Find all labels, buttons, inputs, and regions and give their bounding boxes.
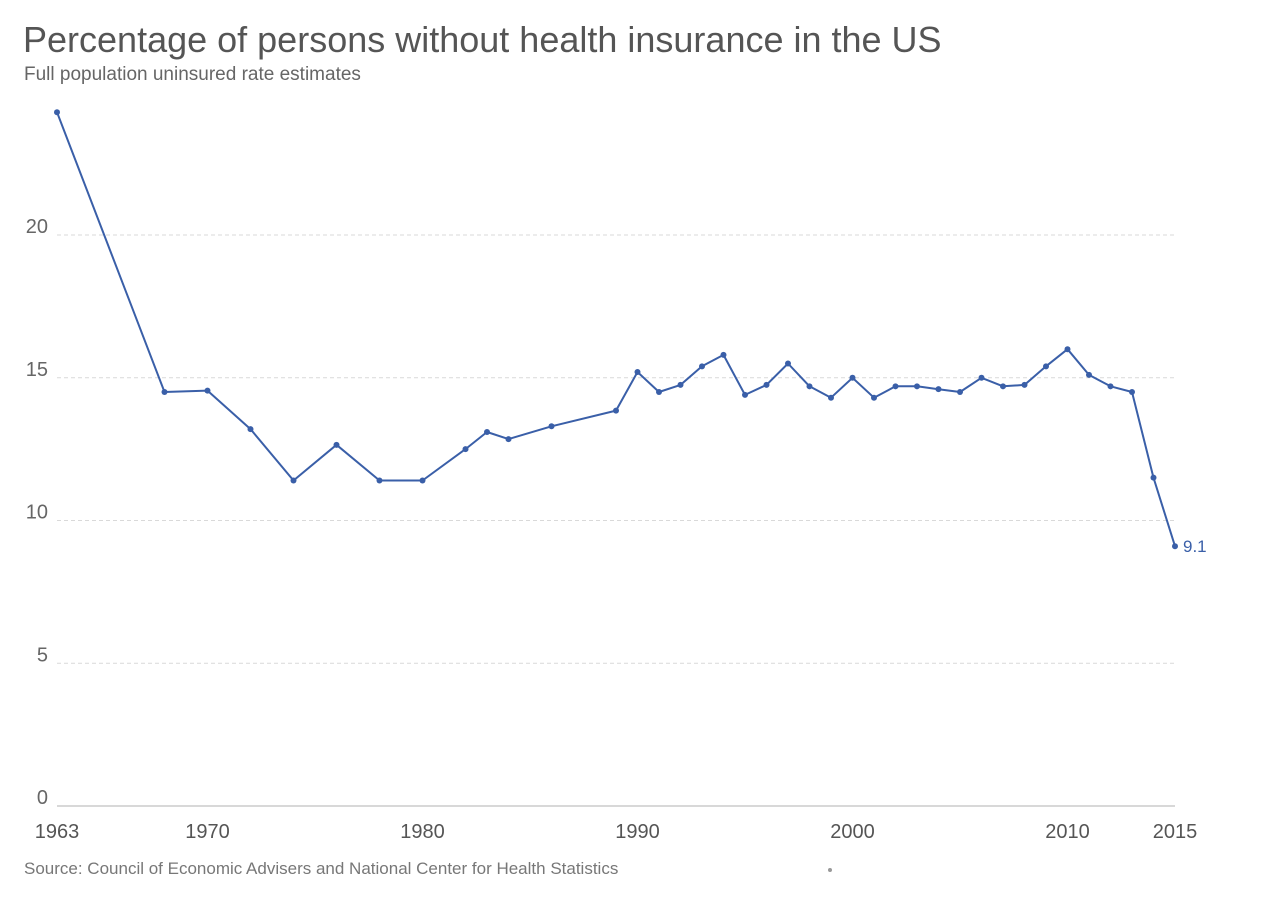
data-point-1982 [462, 446, 469, 453]
x-tick-label-1980: 1980 [400, 821, 445, 843]
y-tick-label-0: 0 [37, 787, 48, 809]
x-tick-label-2000: 2000 [830, 821, 875, 843]
data-point-2004 [935, 386, 942, 393]
data-point-2003 [914, 383, 920, 390]
data-point-1984 [505, 436, 512, 443]
x-tick-label-1963: 1963 [35, 821, 80, 843]
data-point-2005 [957, 389, 963, 396]
data-point-1996 [763, 381, 770, 388]
data-point-2002 [892, 383, 899, 390]
grid-lines [57, 234, 1175, 664]
x-tick-label-2010: 2010 [1045, 821, 1090, 843]
data-point-1963 [54, 109, 60, 116]
data-point-1968 [161, 389, 168, 396]
data-point-2012 [1107, 383, 1114, 390]
data-point-1986 [548, 423, 555, 430]
data-point-1991 [656, 389, 662, 396]
data-point-2007 [1000, 383, 1006, 390]
data-point-2015 [1172, 543, 1178, 550]
data-point-1997 [785, 360, 791, 367]
x-tick-label-2015: 2015 [1153, 821, 1198, 843]
data-point-2013 [1129, 389, 1135, 396]
y-tick-label-5: 5 [37, 644, 48, 666]
chart-subtitle: Full population uninsured rate estimates [24, 64, 361, 85]
data-point-1993 [699, 363, 705, 370]
data-point-2010 [1064, 346, 1071, 353]
data-point-2014 [1150, 474, 1157, 481]
data-point-1998 [806, 383, 813, 390]
y-axis-ticks: 0 5 10 15 20 [26, 216, 48, 809]
series-line [56, 111, 1176, 547]
source-note: Source: Council of Economic Advisers and… [24, 859, 619, 878]
data-point-2006 [978, 374, 985, 381]
data-point-2001 [871, 394, 877, 401]
data-point-1978 [376, 477, 383, 484]
data-point-1972 [247, 426, 254, 433]
data-point-2000 [849, 374, 856, 381]
data-point-1980 [419, 477, 426, 484]
y-tick-label-10: 10 [26, 502, 48, 524]
data-point-2011 [1086, 371, 1092, 378]
annotations: 9.1 [1183, 537, 1207, 556]
data-point-1994 [720, 351, 727, 358]
data-point-1989 [613, 407, 619, 414]
data-point-1976 [333, 441, 340, 448]
y-tick-label-20: 20 [26, 216, 48, 238]
x-tick-label-1970: 1970 [185, 821, 230, 843]
data-point-1999 [828, 394, 834, 401]
data-point-2009 [1043, 363, 1049, 370]
end-value-label: 9.1 [1183, 537, 1207, 556]
x-axis-ticks: 1963 1970 1980 1990 2000 2010 2015 [35, 821, 1198, 843]
data-point-2008 [1021, 381, 1028, 388]
footer-dot [828, 868, 832, 872]
data-point-1992 [677, 381, 684, 388]
data-point-1970 [204, 387, 211, 394]
data-point-1995 [742, 391, 748, 398]
data-point-1990 [634, 369, 641, 376]
data-point-1983 [484, 428, 490, 435]
data-points [54, 109, 1178, 550]
x-tick-label-1990: 1990 [615, 821, 660, 843]
chart-title: Percentage of persons without health ins… [23, 19, 942, 60]
data-point-1974 [290, 477, 297, 484]
y-tick-label-15: 15 [26, 359, 48, 381]
